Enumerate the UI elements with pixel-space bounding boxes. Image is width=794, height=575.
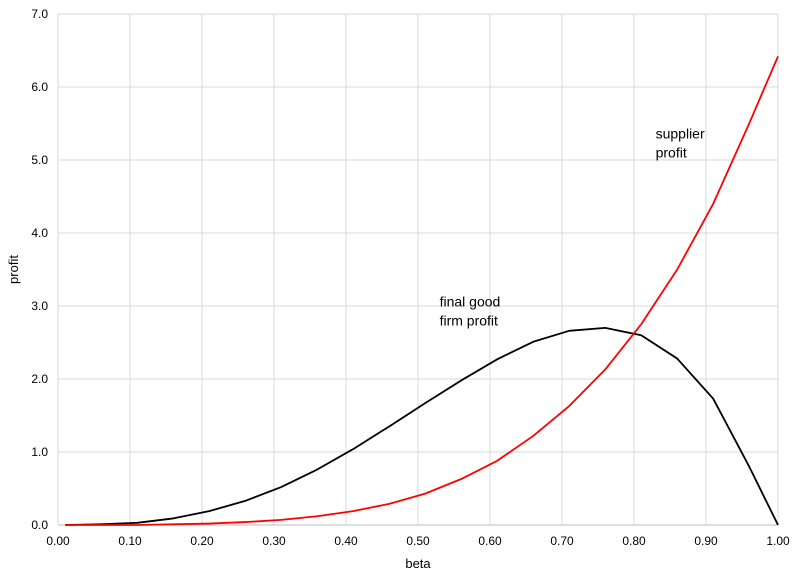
y-tick-label: 0.0	[31, 518, 48, 532]
axes: 0.00 0.10 0.20 0.30 0.40 0.50 0.60 0.70 0.80 0.90…	[31, 7, 790, 548]
series-lines	[65, 55, 779, 526]
annotation-text: profit	[656, 145, 687, 161]
series-line-1	[65, 55, 779, 526]
y-tick-label: 4.0	[31, 226, 48, 240]
y-tick-label: 3.0	[31, 299, 48, 313]
annotation-text: firm profit	[440, 313, 498, 329]
x-tick-label: 0.90	[694, 534, 718, 548]
y-tick-label: 2.0	[31, 372, 48, 386]
annotation-text: supplier	[656, 126, 705, 142]
x-tick-label: 1.00	[766, 534, 790, 548]
annotations: final good firm profit supplier profit	[440, 126, 705, 329]
x-tick-label: 0.30	[262, 534, 286, 548]
y-tick-label: 7.0	[31, 7, 48, 21]
x-tick-label: 0.80	[622, 534, 646, 548]
series-line-0	[65, 326, 779, 526]
grid	[57, 13, 779, 526]
x-tick-label: 0.20	[190, 534, 214, 548]
y-axis-title: profit	[6, 255, 21, 284]
x-tick-label: 0.60	[478, 534, 502, 548]
y-tick-label: 6.0	[31, 80, 48, 94]
x-axis-title: beta	[405, 556, 431, 571]
y-tick-label: 1.0	[31, 445, 48, 459]
annotation-text: final good	[440, 294, 501, 310]
x-tick-label: 0.40	[334, 534, 358, 548]
x-tick-label: 0.50	[406, 534, 430, 548]
x-tick-label: 0.70	[550, 534, 574, 548]
x-tick-label: 0.00	[46, 534, 70, 548]
y-tick-label: 5.0	[31, 153, 48, 167]
x-tick-label: 0.10	[118, 534, 142, 548]
